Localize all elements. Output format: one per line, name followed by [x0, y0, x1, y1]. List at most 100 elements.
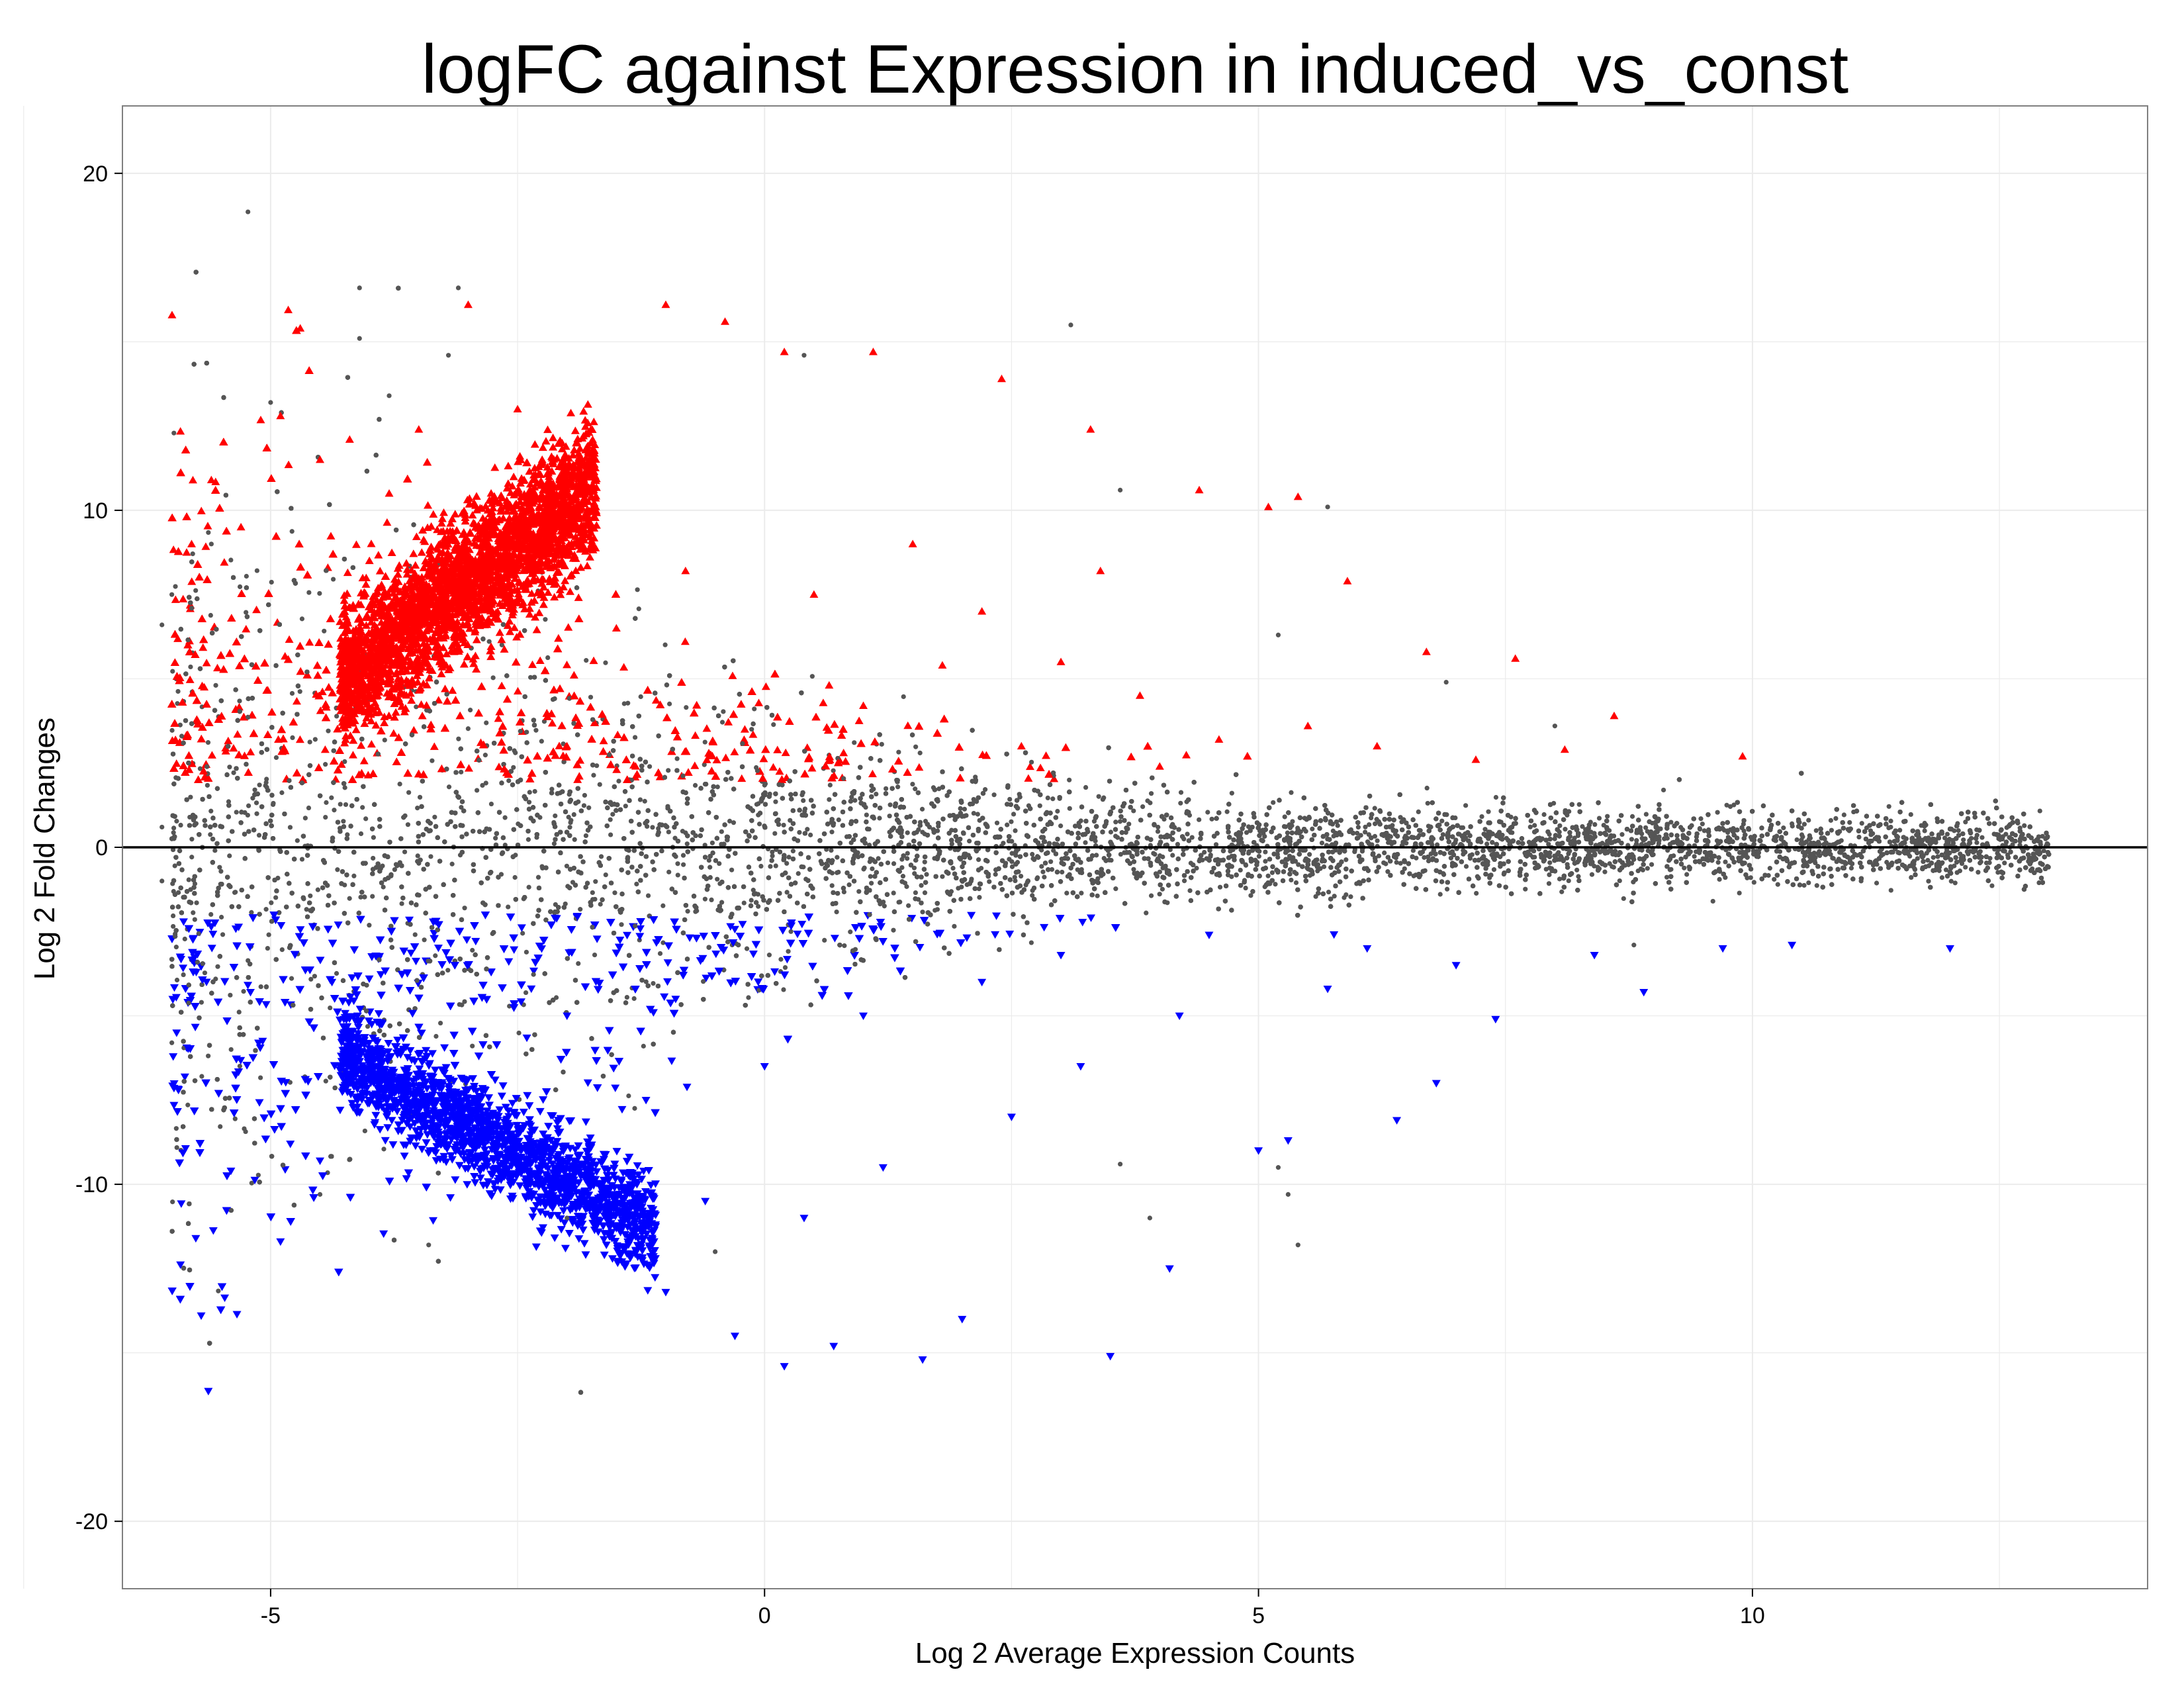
- up-point: [463, 300, 473, 308]
- gray-point: [1631, 943, 1637, 948]
- gray-point: [159, 622, 165, 628]
- data-points: [159, 285, 2042, 1371]
- gray-point: [169, 592, 175, 597]
- up-point: [316, 455, 325, 463]
- down-point: [612, 1225, 621, 1233]
- gray-point: [455, 285, 461, 291]
- y-tick-label: 0: [95, 835, 108, 861]
- up-point: [1303, 722, 1312, 729]
- down-point: [563, 1197, 572, 1206]
- gray-point: [1888, 824, 1893, 830]
- gray-point: [159, 824, 165, 830]
- gray-point: [1552, 724, 1557, 729]
- up-point: [375, 708, 384, 716]
- down-point: [513, 1164, 522, 1172]
- up-point: [859, 701, 868, 710]
- down-point: [414, 1073, 424, 1081]
- up-point: [1343, 577, 1352, 585]
- down-point: [631, 1248, 641, 1256]
- down-point: [958, 1315, 967, 1324]
- y-tick-label: 10: [83, 498, 108, 524]
- down-point: [701, 1197, 710, 1206]
- y-axis-ticks: 20 10 0 -10 -20: [75, 162, 122, 1534]
- up-point: [444, 533, 453, 541]
- x-tick-label: -5: [261, 1603, 281, 1628]
- up-point: [1096, 567, 1105, 575]
- y-axis-title: Log 2 Fold Changes: [28, 718, 61, 980]
- up-point: [503, 580, 512, 588]
- gray-point: [1285, 1192, 1291, 1197]
- down-point: [1945, 945, 1954, 953]
- up-point: [1422, 647, 1431, 655]
- y-tick-label: -20: [75, 1509, 108, 1534]
- down-point: [730, 1333, 739, 1340]
- gray-point: [1068, 322, 1073, 328]
- up-point: [661, 300, 670, 308]
- down-point: [1076, 1063, 1085, 1071]
- gray-point: [1443, 679, 1449, 685]
- down-point: [1254, 1147, 1263, 1155]
- up-point: [1293, 492, 1302, 500]
- down-point: [978, 978, 987, 987]
- down-point: [1007, 1113, 1016, 1121]
- x-tick-label: 10: [1740, 1603, 1765, 1628]
- x-tick-label: 0: [758, 1603, 771, 1628]
- up-point: [721, 317, 730, 325]
- gray-point: [1118, 1161, 1123, 1167]
- down-point: [316, 1157, 325, 1165]
- up-point: [187, 539, 196, 547]
- down-point: [1283, 1137, 1293, 1145]
- down-point: [661, 1289, 670, 1297]
- up-point: [978, 607, 987, 615]
- up-point: [434, 633, 443, 642]
- gray-point: [1790, 821, 1795, 826]
- down-point: [760, 1063, 769, 1071]
- gray-point: [1275, 1165, 1281, 1170]
- y-tick-label: -10: [75, 1172, 108, 1197]
- x-axis-title: Log 2 Average Expression Counts: [915, 1637, 1355, 1669]
- gray-point: [1710, 898, 1715, 904]
- down-point: [483, 1137, 492, 1145]
- up-point: [1471, 755, 1480, 763]
- x-axis-ticks: -5 0 5 10: [261, 1589, 1765, 1628]
- up-point: [997, 374, 1006, 383]
- down-point: [1363, 945, 1372, 953]
- gray-point: [357, 336, 362, 341]
- down-point: [592, 1211, 601, 1219]
- gray-point: [317, 1192, 323, 1197]
- down-point: [1639, 989, 1649, 997]
- gray-point: [228, 1047, 234, 1053]
- point-cloud: [167, 209, 2052, 1396]
- up-point: [296, 324, 305, 332]
- up-point: [1056, 657, 1066, 665]
- chart-title: logFC against Expression in induced_vs_c…: [422, 31, 1848, 108]
- down-point: [1392, 1117, 1402, 1125]
- gray-point: [387, 393, 392, 399]
- down-point: [829, 1342, 839, 1350]
- up-point: [563, 741, 572, 750]
- down-point: [878, 1164, 887, 1172]
- up-point: [1511, 654, 1520, 662]
- gray-point: [565, 1215, 570, 1221]
- up-point: [365, 556, 374, 565]
- down-point: [859, 1012, 868, 1021]
- down-point: [1718, 945, 1727, 953]
- up-point: [1610, 711, 1619, 720]
- down-point: [563, 1012, 572, 1021]
- up-point: [908, 539, 917, 547]
- gray-point: [199, 1000, 205, 1005]
- down-point: [1788, 941, 1797, 950]
- up-point: [839, 748, 848, 757]
- down-point: [1590, 952, 1599, 960]
- down-point: [444, 1093, 453, 1102]
- down-point: [641, 1096, 651, 1105]
- gray-point: [1957, 868, 1962, 874]
- up-point: [276, 411, 285, 420]
- up-point: [868, 348, 878, 355]
- down-point: [918, 1356, 927, 1364]
- up-point: [513, 404, 522, 413]
- down-point: [543, 1174, 552, 1182]
- down-point: [671, 996, 680, 1004]
- up-point: [533, 479, 542, 487]
